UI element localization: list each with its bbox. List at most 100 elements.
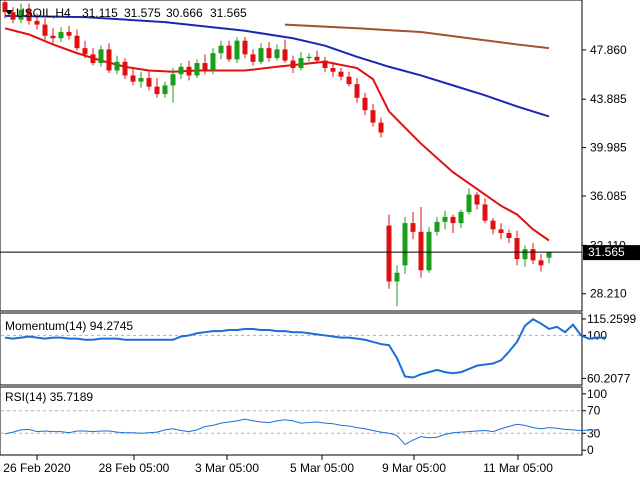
candle xyxy=(74,29,80,51)
candle xyxy=(378,117,384,138)
candle-body xyxy=(458,211,464,224)
candle xyxy=(434,216,440,236)
candle-body xyxy=(138,77,144,82)
candle xyxy=(506,229,512,243)
momentum-panel[interactable]: 115.2599 100 60.2077 Momentum(14) 94.2745 xyxy=(0,312,636,386)
candle-body xyxy=(490,220,496,230)
indicator-tick-label: 100 xyxy=(587,387,607,401)
candle xyxy=(282,39,288,64)
momentum-axis: 115.2599 100 60.2077 xyxy=(582,312,636,385)
candle xyxy=(98,45,104,67)
candle-body xyxy=(234,40,240,60)
indicator-tick-label: 60.2077 xyxy=(587,371,631,385)
candle-body xyxy=(210,53,216,71)
candle xyxy=(306,53,312,62)
candle-body xyxy=(418,231,424,271)
candle xyxy=(186,60,192,81)
candle-body xyxy=(514,238,520,260)
candle xyxy=(274,44,280,61)
candle-body xyxy=(394,272,400,282)
ohlc-low: 30.666 xyxy=(166,6,203,20)
candle xyxy=(114,55,120,75)
candle-body xyxy=(378,122,384,133)
candle xyxy=(146,70,152,91)
candle xyxy=(394,265,400,307)
price-tick-label: 39.985 xyxy=(590,141,627,155)
candle xyxy=(330,61,336,77)
momentum-panel-frame xyxy=(0,312,583,386)
candle-body xyxy=(546,252,552,258)
momentum-title: Momentum(14) 94.2745 xyxy=(5,319,133,333)
candle-body xyxy=(298,58,304,69)
price-tick-label: 47.860 xyxy=(590,43,627,57)
candle xyxy=(354,77,360,103)
candle xyxy=(450,214,456,234)
candles xyxy=(2,0,552,307)
candle-body xyxy=(106,49,112,71)
candle-body xyxy=(74,35,80,49)
candle xyxy=(522,245,528,267)
candle-body xyxy=(90,54,96,64)
time-axis: 26 Feb 2020 28 Feb 05:00 3 Mar 05:00 5 Mar … xyxy=(3,455,553,475)
rsi-panel[interactable]: 100 70 30 0 RSI(14) 35.7189 xyxy=(0,386,607,457)
candle xyxy=(362,92,368,116)
candle-body xyxy=(338,71,344,77)
candle xyxy=(266,41,272,62)
candle xyxy=(26,3,32,25)
time-tick-label: 9 Mar 05:00 xyxy=(382,461,446,475)
price-panel-frame xyxy=(0,0,583,312)
candle-body xyxy=(482,204,488,221)
candle xyxy=(18,3,24,24)
candle-body xyxy=(162,85,168,95)
candle-body xyxy=(122,61,128,76)
candle xyxy=(458,209,464,229)
collapse-triangle-icon[interactable] xyxy=(5,10,13,15)
candle-body xyxy=(50,35,56,39)
candle-body xyxy=(434,221,440,232)
candle-body xyxy=(346,76,352,85)
candle-body xyxy=(146,77,152,87)
rsi-levels xyxy=(1,410,581,434)
candle-body xyxy=(202,63,208,71)
candle-body xyxy=(538,260,544,266)
candle xyxy=(178,63,184,80)
candle-body xyxy=(2,2,8,13)
candle-body xyxy=(290,60,296,69)
momentum-line xyxy=(4,318,605,379)
candle xyxy=(490,218,496,235)
candle xyxy=(66,25,72,40)
candle-body xyxy=(522,249,528,260)
candle xyxy=(162,81,168,98)
candle-body xyxy=(226,45,232,60)
symbol-label: USOIL,H4 xyxy=(16,6,71,20)
time-tick-label: 3 Mar 05:00 xyxy=(195,461,259,475)
candle xyxy=(370,104,376,127)
candle-body xyxy=(58,32,64,39)
indicator-tick-label: 100 xyxy=(587,328,607,342)
candle xyxy=(154,77,160,98)
candle-body xyxy=(178,66,184,75)
rsi-axis: 100 70 30 0 xyxy=(582,387,607,457)
candle-body xyxy=(498,229,504,234)
candle xyxy=(194,59,200,78)
candle-body xyxy=(114,61,120,71)
candle-body xyxy=(130,75,136,82)
candle-body xyxy=(370,110,376,123)
indicator-tick-label: 70 xyxy=(587,404,601,418)
candle xyxy=(106,43,112,73)
candle xyxy=(226,40,232,62)
price-tick-label: 36.085 xyxy=(590,189,627,203)
symbol-header: USOIL,H4 31.115 31.575 30.666 31.565 xyxy=(5,6,247,20)
indicator-tick-label: 115.2599 xyxy=(587,312,636,326)
candle xyxy=(42,18,48,40)
candle-body xyxy=(282,49,288,61)
candle xyxy=(90,48,96,66)
candle-body xyxy=(442,216,448,222)
candle xyxy=(50,28,56,44)
candle xyxy=(210,48,216,75)
candle-body xyxy=(42,24,48,36)
candle xyxy=(298,51,304,71)
